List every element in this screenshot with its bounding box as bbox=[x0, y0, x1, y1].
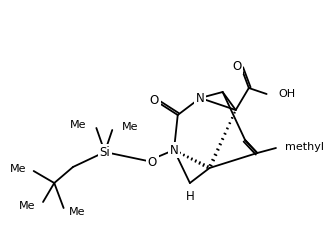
Text: Me: Me bbox=[70, 120, 86, 130]
Text: Me: Me bbox=[69, 207, 86, 217]
Text: N: N bbox=[170, 144, 178, 157]
Text: Si: Si bbox=[99, 145, 110, 159]
Text: Me: Me bbox=[122, 122, 138, 132]
Text: methyl: methyl bbox=[285, 142, 324, 152]
Text: Me: Me bbox=[19, 201, 35, 211]
Text: OH: OH bbox=[279, 89, 296, 99]
Text: Me: Me bbox=[10, 164, 26, 174]
Text: O: O bbox=[150, 94, 159, 108]
Text: H: H bbox=[186, 189, 194, 203]
Text: O: O bbox=[232, 60, 241, 73]
Text: O: O bbox=[148, 155, 157, 169]
Text: N: N bbox=[196, 91, 205, 104]
